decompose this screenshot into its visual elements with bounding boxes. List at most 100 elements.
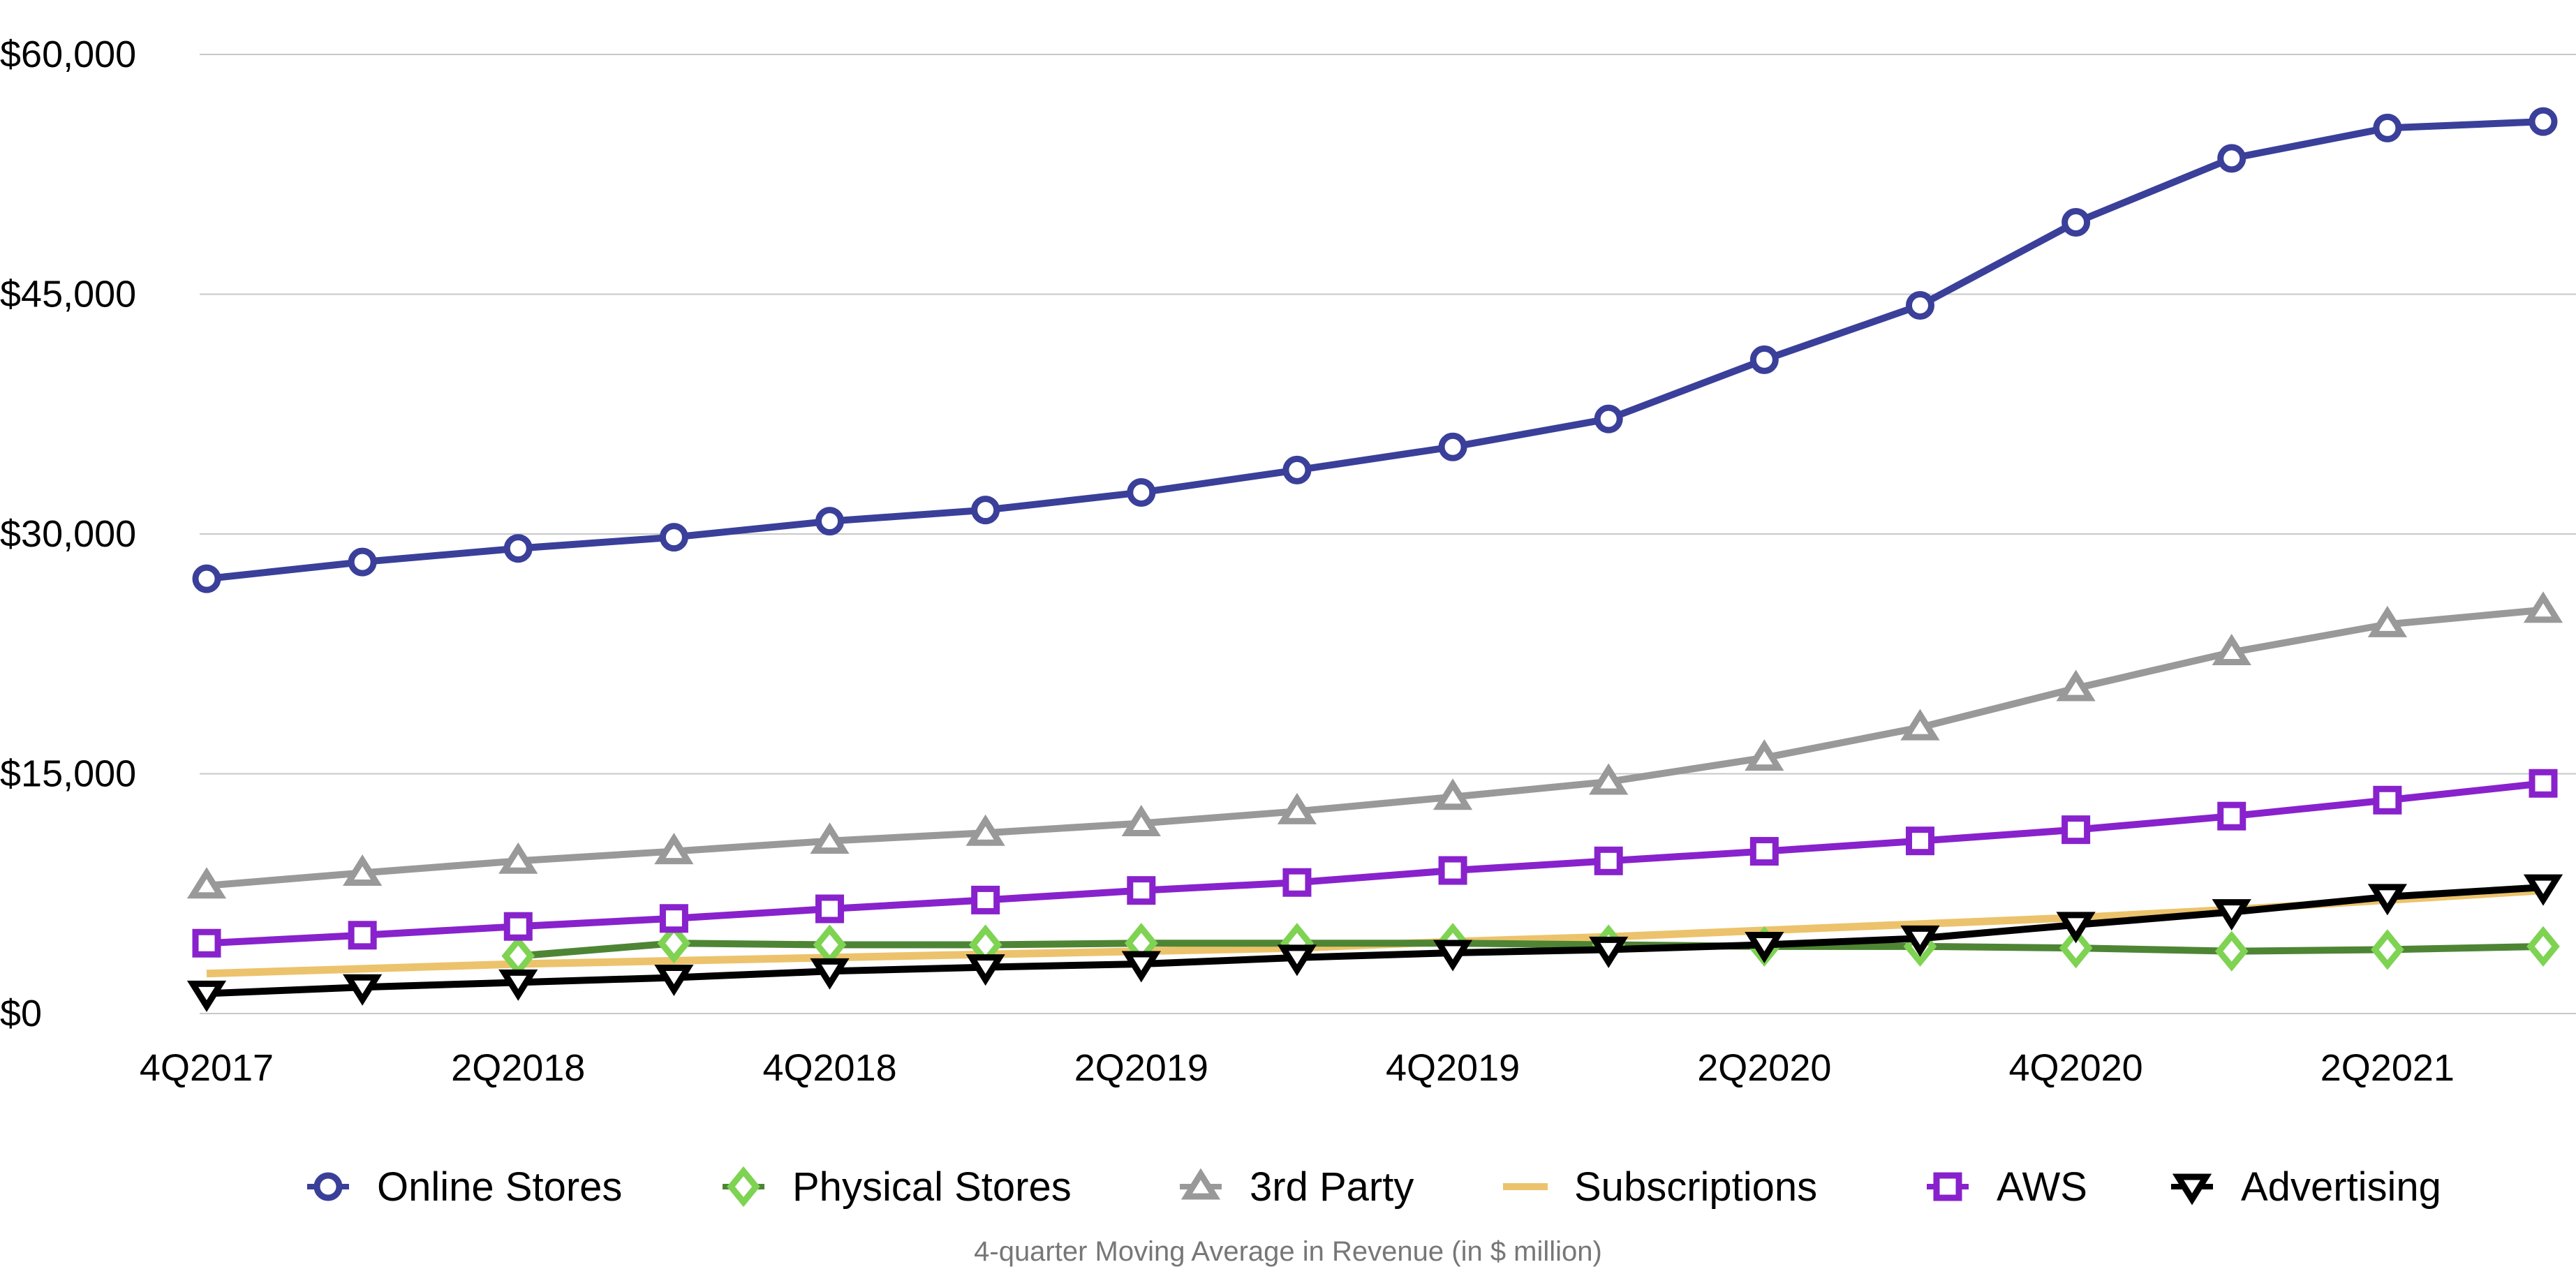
aws-line (206, 780, 2544, 947)
aws-point (2529, 769, 2558, 798)
physical-stores-point (2526, 926, 2560, 967)
x-tick-label: 4Q2018 (762, 1047, 896, 1089)
advertising-point (2056, 912, 2096, 944)
online-stores-point (1905, 291, 1934, 320)
advertising-point (965, 954, 1005, 986)
online-stores-point (192, 564, 221, 593)
online-stores-point (2217, 144, 2246, 173)
3rd-party-point (2367, 605, 2407, 637)
physical-stores-point (657, 923, 691, 964)
aws-point (192, 928, 221, 958)
legend-item-3rd-party: 3rd Party (1180, 1164, 1414, 1210)
3rd-party-point (2523, 591, 2563, 623)
online-stores-point (1127, 477, 1156, 507)
online-stores-point (2373, 113, 2402, 142)
aws-point (1905, 826, 1934, 856)
physical-stores-line (517, 940, 2544, 960)
online-stores-point (815, 507, 845, 536)
3rd-party-point (1900, 709, 1940, 741)
y-tick-label: $15,000 (0, 753, 136, 795)
legend-item-aws: AWS (1927, 1164, 2087, 1210)
online-stores-point (1749, 345, 1779, 374)
online-stores-point (348, 547, 377, 577)
advertising-point (186, 980, 227, 1012)
advertising-point (1433, 940, 1473, 972)
online-stores-point (971, 496, 1000, 525)
advertising-point (1589, 936, 1629, 968)
y-tick-label: $30,000 (0, 513, 136, 555)
advertising-point (343, 974, 383, 1006)
series-advertising (186, 874, 2563, 1012)
online-stores-point (2061, 207, 2091, 237)
y-tick-label: $60,000 (0, 34, 136, 75)
legend-item-physical-stores: Physical Stores (723, 1164, 1072, 1210)
aws-point (2217, 801, 2246, 831)
legend-marker (1180, 1168, 1221, 1200)
legend-marker (727, 1166, 760, 1208)
series-subscriptions (206, 886, 2544, 978)
x-tick-label: 2Q2021 (2320, 1047, 2455, 1089)
3rd-party-point (498, 842, 538, 874)
x-tick-label: 4Q2020 (2009, 1047, 2143, 1089)
legend-item-advertising: Advertising (2171, 1164, 2441, 1210)
aws-point (1127, 876, 1156, 905)
legend: Online Stores Physical Stores 3rd Party Sub… (307, 1164, 2441, 1210)
aws-point (1282, 868, 1312, 897)
physical-stores-point (2214, 930, 2249, 972)
advertising-point (2212, 899, 2251, 931)
legend-label: Subscriptions (1574, 1164, 1817, 1210)
series-aws (192, 769, 2558, 958)
advertising-line (206, 884, 2544, 997)
x-axis-ticks: 4Q2017 2Q2018 4Q2018 2Q2019 4Q2019 2Q2020 4Q20… (140, 1047, 2455, 1089)
3rd-party-point (1589, 763, 1629, 795)
legend-label: Physical Stores (792, 1164, 1072, 1210)
legend-item-online-stores: Online Stores (307, 1164, 622, 1210)
y-tick-label: $0 (0, 993, 42, 1034)
3rd-party-point (2056, 669, 2096, 702)
advertising-point (2367, 884, 2407, 916)
y-axis-ticks: $0 $15,000 $30,000 $45,000 $60,000 (0, 34, 136, 1034)
advertising-point (1745, 932, 1784, 964)
online-stores-point (659, 523, 688, 552)
legend-marker (1933, 1172, 1962, 1201)
aws-point (1438, 856, 1467, 885)
legend-marker (2172, 1173, 2212, 1205)
aws-point (815, 894, 845, 923)
x-axis-caption: 4-quarter Moving Average in Revenue (in … (974, 1236, 1602, 1267)
series-group (186, 107, 2563, 1012)
legend-label: 3rd Party (1250, 1164, 1414, 1210)
x-tick-label: 4Q2017 (140, 1047, 274, 1089)
aws-point (1594, 846, 1623, 875)
series-physical-stores (501, 923, 2560, 977)
series-online-stores (192, 107, 2558, 593)
advertising-point (810, 958, 850, 990)
series-3rd-party (186, 591, 2563, 899)
advertising-point (1900, 925, 1940, 957)
online-stores-point (1438, 432, 1467, 461)
legend-marker (313, 1172, 343, 1201)
legend-item-subscriptions: Subscriptions (1503, 1164, 1817, 1210)
3rd-party-point (343, 854, 383, 886)
advertising-point (498, 969, 538, 1001)
x-tick-label: 4Q2019 (1386, 1047, 1520, 1089)
aws-point (2373, 785, 2402, 815)
online-stores-point (2529, 107, 2558, 136)
legend-label: AWS (1997, 1164, 2087, 1210)
3rd-party-point (1745, 739, 1784, 771)
advertising-point (654, 964, 694, 996)
physical-stores-point (2059, 928, 2093, 969)
aws-point (348, 921, 377, 950)
advertising-point (2523, 874, 2563, 906)
3rd-party-point (1277, 792, 1317, 824)
3rd-party-point (965, 814, 1005, 846)
3rd-party-point (2212, 633, 2251, 665)
aws-point (659, 904, 688, 933)
aws-point (2061, 815, 2091, 845)
3rd-party-point (1433, 778, 1473, 810)
3rd-party-point (1121, 804, 1161, 836)
3rd-party-point (810, 822, 850, 854)
online-stores-point (1594, 404, 1623, 433)
online-stores-line (206, 118, 2544, 583)
legend-label: Advertising (2241, 1164, 2441, 1210)
